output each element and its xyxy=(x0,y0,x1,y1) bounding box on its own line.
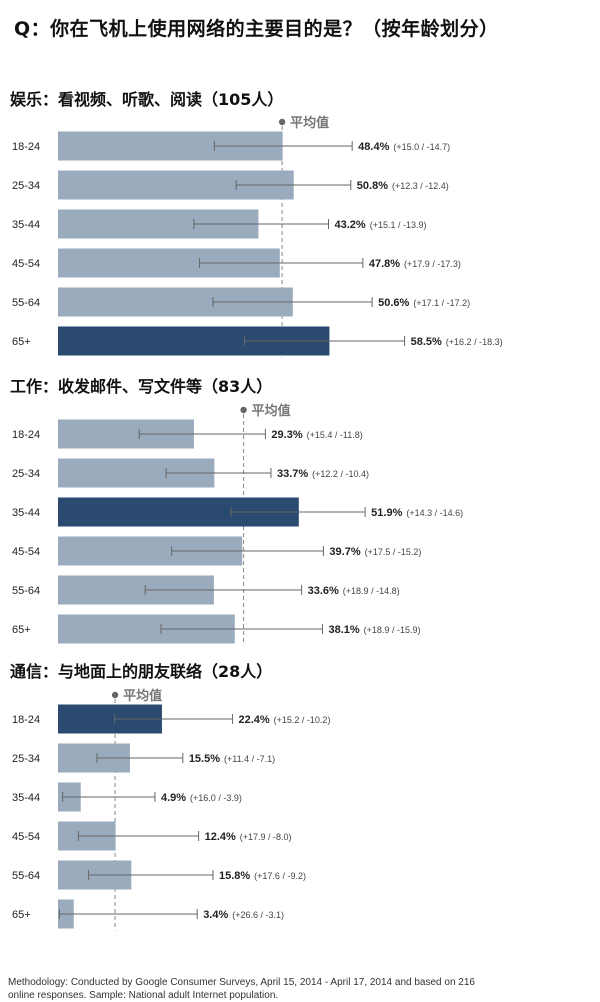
category-label: 18-24 xyxy=(12,714,40,726)
category-label: 18-24 xyxy=(12,429,40,441)
average-marker-dot xyxy=(111,691,119,699)
page-title: Q：你在飞机上使用网络的主要目的是？（按年龄划分） xyxy=(14,18,499,40)
average-marker-dot xyxy=(278,118,286,126)
data-label: 29.3% (+15.4 / -11.8) xyxy=(271,429,362,441)
chart-work: 平均值 18-24 29.3% (+15.4 / -11.8) 25-34 33.7% (+… xyxy=(12,403,463,646)
category-label: 35-44 xyxy=(12,219,40,231)
category-label: 18-24 xyxy=(12,141,40,153)
data-label: 33.7% (+12.2 / -10.4) xyxy=(277,468,369,480)
data-label: 47.8% (+17.9 / -17.3) xyxy=(369,258,461,270)
category-label: 35-44 xyxy=(12,507,40,519)
category-label: 25-34 xyxy=(12,468,40,480)
data-label: 15.8% (+17.6 / -9.2) xyxy=(219,870,306,882)
category-label: 55-64 xyxy=(12,297,40,309)
average-label: 平均值 xyxy=(252,403,291,419)
average-label: 平均值 xyxy=(290,115,329,131)
data-label: 12.4% (+17.9 / -8.0) xyxy=(205,831,292,843)
section-title-work: 工作：收发邮件、写文件等（83人） xyxy=(10,377,273,396)
category-label: 65+ xyxy=(12,909,31,921)
category-label: 45-54 xyxy=(12,831,40,843)
section-title-entertainment: 娱乐：看视频、听歌、阅读（105人） xyxy=(10,90,284,109)
data-label: 22.4% (+15.2 / -10.2) xyxy=(238,714,330,726)
data-label: 58.5% (+16.2 / -18.3) xyxy=(411,336,503,348)
category-label: 35-44 xyxy=(12,792,40,804)
data-label: 15.5% (+11.4 / -7.1) xyxy=(189,753,275,765)
category-label: 25-34 xyxy=(12,180,40,192)
section-title-communication: 通信：与地面上的朋友联络（28人） xyxy=(10,662,273,681)
category-label: 25-34 xyxy=(12,753,40,765)
category-label: 65+ xyxy=(12,624,31,636)
chart-entertainment: 平均值 18-24 48.4% (+15.0 / -14.7) 25-34 50.8% (+… xyxy=(12,115,503,358)
category-label: 45-54 xyxy=(12,546,40,558)
category-label: 65+ xyxy=(12,336,31,348)
data-label: 4.9% (+16.0 / -3.9) xyxy=(161,792,242,804)
data-label: 38.1% (+18.9 / -15.9) xyxy=(328,624,420,636)
data-label: 43.2% (+15.1 / -13.9) xyxy=(335,219,427,231)
data-label: 50.6% (+17.1 / -17.2) xyxy=(378,297,470,309)
methodology-footnote: Methodology: Conducted by Google Consume… xyxy=(8,977,475,1001)
category-label: 55-64 xyxy=(12,870,40,882)
data-label: 3.4% (+26.6 / -3.1) xyxy=(203,909,284,921)
data-label: 39.7% (+17.5 / -15.2) xyxy=(329,546,421,558)
category-label: 55-64 xyxy=(12,585,40,597)
data-label: 51.9% (+14.3 / -14.6) xyxy=(371,507,463,519)
data-label: 48.4% (+15.0 / -14.7) xyxy=(358,141,450,153)
average-marker-dot xyxy=(240,406,247,414)
chart-communication: 平均值 18-24 22.4% (+15.2 / -10.2) 25-34 15.5% (+… xyxy=(12,688,330,931)
data-label: 50.8% (+12.3 / -12.4) xyxy=(357,180,449,192)
data-label: 33.6% (+18.9 / -14.8) xyxy=(308,585,400,597)
category-label: 45-54 xyxy=(12,258,40,270)
average-label: 平均值 xyxy=(123,688,162,704)
